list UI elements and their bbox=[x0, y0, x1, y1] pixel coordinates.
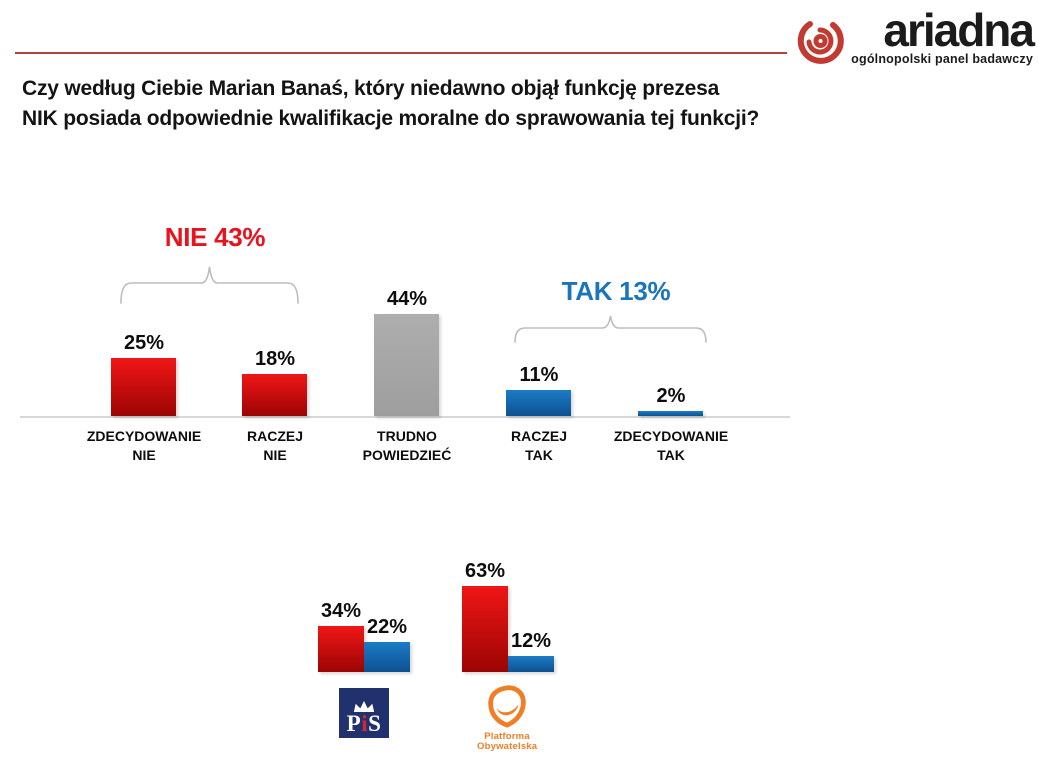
brand-tagline: ogólnopolski panel badawczy bbox=[851, 52, 1033, 66]
bar-tak-po bbox=[508, 656, 554, 672]
survey-question: Czy według Ciebie Marian Banaś, który ni… bbox=[22, 74, 759, 134]
category-label-line: RACZEJ bbox=[246, 428, 303, 444]
category-label-line: ZDECYDOWANIE bbox=[86, 428, 202, 444]
bar-value-label-trudno-powiedziec: 44% bbox=[386, 288, 428, 310]
group-annotation-tak: TAK 13% bbox=[561, 276, 671, 306]
survey-question-line2: NIK posiada odpowiednie kwalifikacje mor… bbox=[22, 107, 760, 130]
category-label-line: RACZEJ bbox=[510, 428, 567, 444]
category-label-trudno-powiedziec: TRUDNO POWIEDZIEĆ bbox=[341, 427, 473, 465]
pis-letter-s: S bbox=[368, 711, 382, 736]
party-electorate-chart: PiS Platforma Obywatelska 34% 63% 22% 12% bbox=[0, 550, 820, 771]
bar-value-label-nie-pis: 34% bbox=[320, 600, 362, 622]
category-label-line: POWIEDZIEĆ bbox=[362, 447, 452, 463]
ariadna-logo: ariadna ogólnopolski panel badawczy bbox=[795, 4, 1035, 68]
bar-value-label-zdecydowanie-tak: 2% bbox=[656, 385, 686, 407]
category-label-line: ZDECYDOWANIE bbox=[613, 428, 729, 444]
pis-crown-icon bbox=[353, 700, 375, 713]
bar-value-label-raczej-nie: 18% bbox=[254, 348, 296, 370]
header-rule bbox=[15, 52, 787, 54]
x-axis-line bbox=[20, 416, 790, 418]
bar-nie-pis bbox=[318, 626, 364, 672]
category-label-raczej-tak: RACZEJ TAK bbox=[473, 427, 605, 465]
po-logo-line1: Platforma bbox=[484, 731, 530, 742]
ariadna-spiral-icon bbox=[798, 21, 844, 64]
bar-trudno-powiedziec bbox=[374, 314, 439, 416]
bar-zdecydowanie-tak bbox=[638, 411, 703, 416]
po-party-logo: Platforma Obywatelska bbox=[477, 684, 537, 752]
bar-raczej-nie bbox=[242, 374, 307, 416]
category-label-zdecydowanie-nie: ZDECYDOWANIE NIE bbox=[78, 427, 210, 465]
po-logo-line2: Obywatelska bbox=[477, 741, 538, 752]
category-label-line: NIE bbox=[263, 447, 287, 463]
bar-tak-pis bbox=[364, 642, 410, 672]
bar-value-label-nie-po: 63% bbox=[464, 560, 506, 582]
brace-bracket-nie bbox=[120, 266, 299, 304]
pis-letter-p: P bbox=[346, 711, 362, 736]
bar-zdecydowanie-nie bbox=[111, 358, 176, 416]
bar-value-label-tak-pis: 22% bbox=[366, 616, 408, 638]
group-annotation-nie: NIE 43% bbox=[164, 222, 266, 252]
category-label-zdecydowanie-tak: ZDECYDOWANIE TAK bbox=[605, 427, 737, 465]
bar-nie-po bbox=[462, 586, 508, 672]
pis-logo-text: PiS bbox=[347, 712, 382, 735]
pis-party-logo: PiS bbox=[339, 688, 389, 738]
po-emblem-icon bbox=[488, 685, 526, 728]
brand-text-block: ariadna ogólnopolski panel badawczy bbox=[851, 4, 1035, 66]
pis-letter-i: i bbox=[361, 711, 369, 736]
bar-raczej-tak bbox=[506, 390, 571, 416]
survey-question-line1: Czy według Ciebie Marian Banaś, który ni… bbox=[22, 77, 720, 100]
category-label-line: TRUDNO bbox=[377, 428, 437, 444]
bar-value-label-zdecydowanie-nie: 25% bbox=[123, 332, 165, 354]
brace-bracket-tak bbox=[514, 315, 707, 343]
category-label-raczej-nie: RACZEJ NIE bbox=[209, 427, 341, 465]
overall-results-chart: 25% ZDECYDOWANIE NIE 18% RACZEJ NIE 44% TRUDNO P… bbox=[0, 220, 820, 485]
category-label-line: NIE bbox=[132, 447, 156, 463]
bar-value-label-tak-po: 12% bbox=[510, 630, 552, 652]
category-label-line: TAK bbox=[525, 447, 553, 463]
category-label-line: TAK bbox=[657, 447, 685, 463]
bar-value-label-raczej-tak: 11% bbox=[519, 364, 559, 386]
brand-wordmark: ariadna bbox=[883, 4, 1035, 56]
po-logo-text: Platforma Obywatelska bbox=[477, 732, 537, 752]
